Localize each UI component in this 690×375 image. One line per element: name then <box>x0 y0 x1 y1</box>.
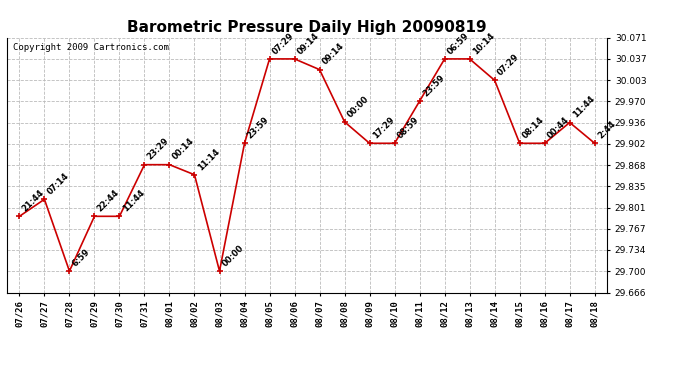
Text: 23:29: 23:29 <box>146 137 171 162</box>
Text: 22:44: 22:44 <box>96 188 121 213</box>
Text: 07:29: 07:29 <box>496 53 521 78</box>
Text: Copyright 2009 Cartronics.com: Copyright 2009 Cartronics.com <box>13 43 169 52</box>
Text: 06:59: 06:59 <box>446 31 471 56</box>
Text: 07:29: 07:29 <box>271 31 296 56</box>
Text: 23:59: 23:59 <box>246 115 271 141</box>
Text: 11:14: 11:14 <box>196 147 221 172</box>
Text: 11:44: 11:44 <box>571 94 596 120</box>
Text: 07:14: 07:14 <box>46 171 71 196</box>
Text: 23:59: 23:59 <box>421 73 446 98</box>
Text: 17:29: 17:29 <box>371 115 396 141</box>
Text: 11:44: 11:44 <box>121 188 146 213</box>
Text: 09:14: 09:14 <box>296 31 321 56</box>
Text: 6:59: 6:59 <box>71 247 92 268</box>
Text: 00:00: 00:00 <box>346 94 371 119</box>
Text: 00:00: 00:00 <box>221 243 246 268</box>
Text: 09:14: 09:14 <box>321 42 346 67</box>
Text: 08:59: 08:59 <box>396 116 421 141</box>
Text: 2:44: 2:44 <box>596 119 618 141</box>
Text: 00:14: 00:14 <box>171 137 196 162</box>
Title: Barometric Pressure Daily High 20090819: Barometric Pressure Daily High 20090819 <box>127 20 487 35</box>
Text: 08:14: 08:14 <box>521 115 546 141</box>
Text: 21:44: 21:44 <box>21 188 46 213</box>
Text: 00:44: 00:44 <box>546 115 571 141</box>
Text: 10:14: 10:14 <box>471 31 496 56</box>
